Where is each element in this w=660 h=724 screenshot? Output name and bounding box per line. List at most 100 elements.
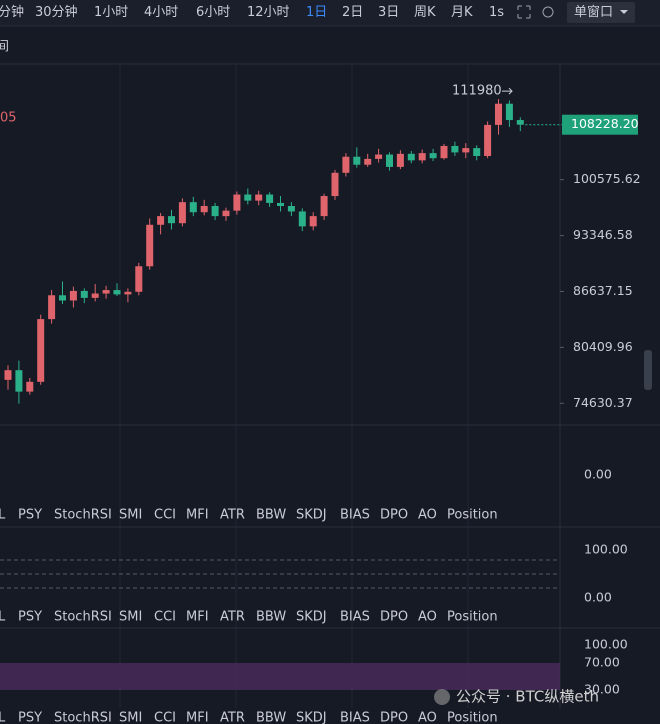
- scroll-handle[interactable]: [644, 350, 652, 390]
- settings-icon[interactable]: [542, 6, 554, 18]
- indicator-tab[interactable]: PSY: [18, 508, 42, 523]
- candle-body: [277, 202, 284, 207]
- candle-body: [473, 148, 481, 157]
- indicator-tab[interactable]: ATR: [220, 610, 245, 625]
- candle-body: [287, 206, 295, 212]
- interval-tab[interactable]: 周K: [414, 5, 436, 20]
- candle-body: [462, 148, 470, 153]
- candle-body: [320, 196, 328, 217]
- interval-tab[interactable]: 分钟: [0, 4, 24, 20]
- y-tick-label: 74630.37: [573, 395, 633, 410]
- last-price-box: [562, 114, 638, 135]
- candle-body: [375, 154, 383, 159]
- indicator-tab[interactable]: CCI: [154, 711, 176, 724]
- candle-body: [91, 293, 99, 298]
- indicator-tab[interactable]: ATR: [220, 508, 245, 523]
- candle-body: [364, 158, 372, 165]
- indicator-tab[interactable]: StochRSI: [54, 711, 112, 724]
- candle-body: [342, 156, 350, 173]
- candle-body: [505, 103, 513, 121]
- indicator-tab[interactable]: MFI: [186, 711, 209, 724]
- indicator-tab[interactable]: SKDJ: [296, 508, 327, 523]
- indicator-tab[interactable]: AO: [418, 610, 437, 625]
- indicator-tab[interactable]: BIAS: [340, 711, 370, 724]
- indicator-tab[interactable]: AO: [418, 508, 437, 523]
- panel-tick-label: 70.00: [584, 655, 620, 670]
- indicator-tab[interactable]: ATR: [220, 711, 245, 724]
- indicator-tab[interactable]: SKDJ: [296, 610, 327, 625]
- candle-body: [211, 206, 219, 217]
- indicator-tab[interactable]: BBW: [256, 610, 286, 625]
- candle-body: [15, 370, 23, 392]
- toolbar: [0, 0, 660, 26]
- indicator-tab[interactable]: Position: [447, 711, 498, 724]
- candle-body: [146, 224, 154, 267]
- indicator-tab[interactable]: SMI: [119, 711, 142, 724]
- indicator-tab[interactable]: SMI: [119, 610, 142, 625]
- candle-body: [484, 124, 492, 157]
- fullscreen-icon[interactable]: [517, 5, 531, 19]
- window-select[interactable]: [567, 2, 635, 23]
- candle-body: [69, 290, 77, 301]
- indicator-tab[interactable]: MFI: [186, 610, 209, 625]
- indicator-tab[interactable]: PSY: [18, 711, 42, 724]
- oscillator-band: [0, 663, 560, 690]
- indicator-tab[interactable]: Position: [447, 610, 498, 625]
- reference-lines: [0, 559, 560, 589]
- interval-tab[interactable]: 月K: [451, 5, 473, 20]
- window-label[interactable]: 单窗口: [574, 4, 613, 20]
- candle-body: [440, 145, 448, 159]
- indicator-tab[interactable]: BIAS: [340, 610, 370, 625]
- candle-body: [396, 153, 404, 167]
- clipped-title: 间: [0, 40, 9, 55]
- interval-tab[interactable]: 30分钟: [35, 4, 78, 20]
- candle-body: [113, 290, 121, 295]
- candle-body: [189, 202, 197, 213]
- interval-tab[interactable]: 1日: [306, 5, 327, 20]
- indicator-tab[interactable]: Position: [447, 508, 498, 523]
- indicator-tab[interactable]: AO: [418, 711, 437, 724]
- interval-tab[interactable]: 2日: [342, 5, 363, 20]
- interval-tab[interactable]: 6小时: [196, 5, 230, 20]
- indicator-tab[interactable]: BBW: [256, 508, 286, 523]
- indicator-tab[interactable]: BIAS: [340, 508, 370, 523]
- candle-body: [222, 210, 230, 217]
- panel-tick-label: 0.00: [584, 590, 612, 605]
- indicator-tab[interactable]: DPO: [380, 508, 408, 523]
- indicator-tab[interactable]: L: [0, 711, 6, 724]
- candle-body: [516, 120, 524, 125]
- candle-body: [4, 370, 12, 380]
- indicator-tab[interactable]: StochRSI: [54, 508, 112, 523]
- interval-tab[interactable]: 4小时: [144, 5, 178, 20]
- candle-body: [353, 156, 361, 165]
- interval-tab[interactable]: 1小时: [94, 5, 128, 20]
- interval-tab[interactable]: 1s: [489, 5, 504, 20]
- candle-body: [37, 319, 45, 382]
- indicator-tab[interactable]: MFI: [186, 508, 209, 523]
- indicator-tab[interactable]: DPO: [380, 610, 408, 625]
- indicator-tab[interactable]: BBW: [256, 711, 286, 724]
- candle-body: [386, 154, 393, 167]
- indicator-tab[interactable]: DPO: [380, 711, 408, 724]
- panel-tick-label: 0.00: [584, 467, 612, 482]
- indicator-tab[interactable]: PSY: [18, 610, 42, 625]
- indicator-tab[interactable]: SKDJ: [296, 711, 327, 724]
- candle-body: [135, 266, 143, 292]
- indicator-tab[interactable]: CCI: [154, 610, 176, 625]
- indicator-tab[interactable]: SMI: [119, 508, 142, 523]
- candle-body: [429, 153, 437, 159]
- candle-body: [200, 206, 208, 213]
- interval-tab[interactable]: 12小时: [247, 5, 290, 20]
- indicator-tab[interactable]: StochRSI: [54, 610, 112, 625]
- interval-tab[interactable]: 3日: [378, 5, 399, 20]
- indicator-tab[interactable]: L: [0, 610, 6, 625]
- toolbar-icons[interactable]: [517, 5, 554, 19]
- indicator-tab[interactable]: CCI: [154, 508, 176, 523]
- candle-body: [495, 103, 502, 125]
- candle-body: [168, 216, 175, 224]
- indicator-tab[interactable]: L: [0, 508, 6, 523]
- candle-body: [255, 194, 263, 201]
- candle-body: [451, 145, 459, 153]
